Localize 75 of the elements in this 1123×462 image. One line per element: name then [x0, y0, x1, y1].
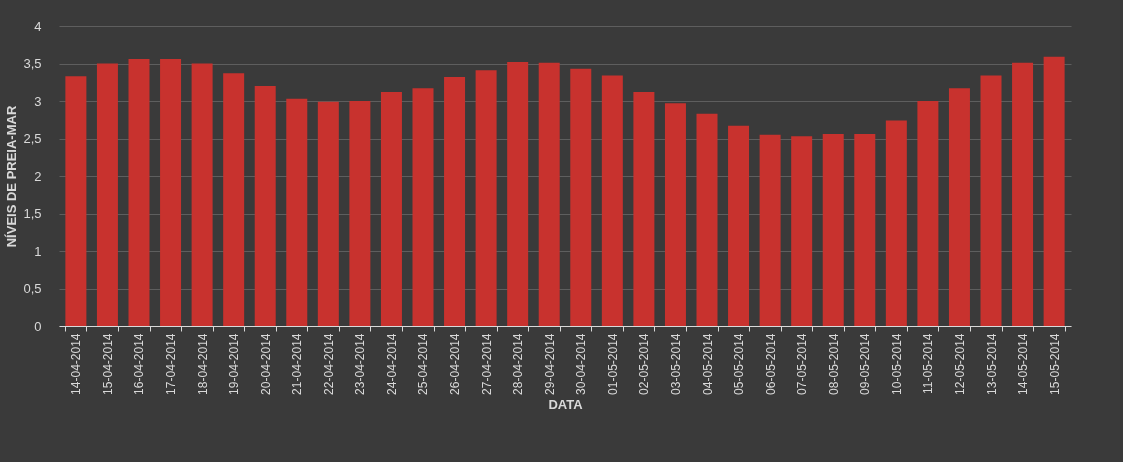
bar: [317, 101, 339, 326]
x-tick-label: 14-04-2014: [69, 333, 84, 395]
y-axis-title: NÍVEIS DE PREIA-MAR: [4, 105, 20, 248]
x-tick-label: 24-04-2014: [384, 333, 399, 395]
x-tick-label: 04-05-2014: [700, 333, 715, 395]
bar: [1043, 56, 1065, 326]
x-tick-label: 21-04-2014: [290, 333, 305, 395]
bar: [948, 88, 970, 326]
x-tick-label: 17-04-2014: [164, 333, 179, 395]
bar: [696, 113, 718, 326]
x-tick-label: 20-04-2014: [258, 333, 273, 395]
bar: [791, 136, 813, 326]
bar: [1012, 62, 1034, 326]
y-tick-label: 2,5: [23, 131, 42, 146]
x-tick-label: 05-05-2014: [732, 333, 747, 395]
x-tick-label: 03-05-2014: [668, 333, 683, 395]
y-tick-label: 3: [34, 93, 42, 109]
bar: [885, 120, 907, 326]
x-tick-label: 14-05-2014: [1016, 333, 1031, 395]
y-tick-label: 2: [34, 168, 42, 184]
x-tick-label: 10-05-2014: [889, 333, 904, 395]
bar: [854, 134, 876, 326]
x-axis-title: DATA: [548, 396, 584, 412]
x-tick-label: 30-04-2014: [574, 333, 589, 395]
x-tick-label: 22-04-2014: [321, 333, 336, 395]
x-tick-label: 23-04-2014: [353, 333, 368, 395]
bar: [475, 70, 497, 326]
x-tick-label: 01-05-2014: [605, 333, 620, 395]
bar: [980, 75, 1002, 326]
x-tick-label: 07-05-2014: [795, 333, 810, 395]
x-tick-label: 13-05-2014: [984, 333, 999, 395]
x-tick-label: 28-04-2014: [511, 333, 526, 395]
bar: [633, 92, 655, 326]
y-tick-label: 1,5: [23, 206, 42, 221]
x-tick-label: 11-05-2014: [921, 333, 936, 394]
x-tick-label: 12-05-2014: [952, 333, 967, 395]
bar: [349, 101, 371, 326]
bar: [507, 62, 529, 326]
bar: [538, 62, 560, 326]
x-tick-label: 02-05-2014: [637, 333, 652, 395]
x-tick-label: 27-04-2014: [479, 333, 494, 395]
bar: [444, 77, 466, 326]
bar: [570, 68, 592, 326]
bar: [286, 98, 308, 326]
bar: [917, 101, 939, 326]
x-tick-label: 29-04-2014: [542, 333, 557, 395]
y-tick-label: 0,5: [23, 281, 42, 296]
bar: [128, 59, 150, 326]
x-tick-label: 06-05-2014: [763, 333, 778, 395]
bar: [96, 63, 118, 326]
x-tick-label: 26-04-2014: [448, 333, 463, 395]
x-tick-label: 15-04-2014: [100, 333, 115, 395]
x-tick-label: 25-04-2014: [416, 333, 431, 395]
bar: [191, 63, 213, 326]
x-tick-label: 18-04-2014: [195, 333, 210, 395]
bar: [223, 73, 245, 326]
bar: [380, 92, 402, 326]
y-tick-label: 4: [34, 18, 42, 34]
bar: [759, 134, 781, 326]
x-tick-label: 08-05-2014: [826, 333, 841, 395]
bar: [728, 125, 750, 326]
bar: [160, 59, 182, 326]
bar: [664, 103, 686, 326]
bar: [254, 86, 276, 326]
x-tick-label: 19-04-2014: [227, 333, 242, 395]
bar: [601, 75, 623, 326]
y-tick-label: 0: [34, 318, 42, 334]
x-tick-label: 09-05-2014: [858, 333, 873, 395]
bar: [65, 76, 87, 326]
bar: [822, 134, 844, 326]
y-tick-label: 3,5: [23, 56, 42, 71]
y-tick-label: 1: [34, 243, 42, 259]
bar: [412, 88, 434, 326]
x-tick-label: 16-04-2014: [132, 333, 147, 395]
x-tick-label: 15-05-2014: [1047, 333, 1062, 395]
